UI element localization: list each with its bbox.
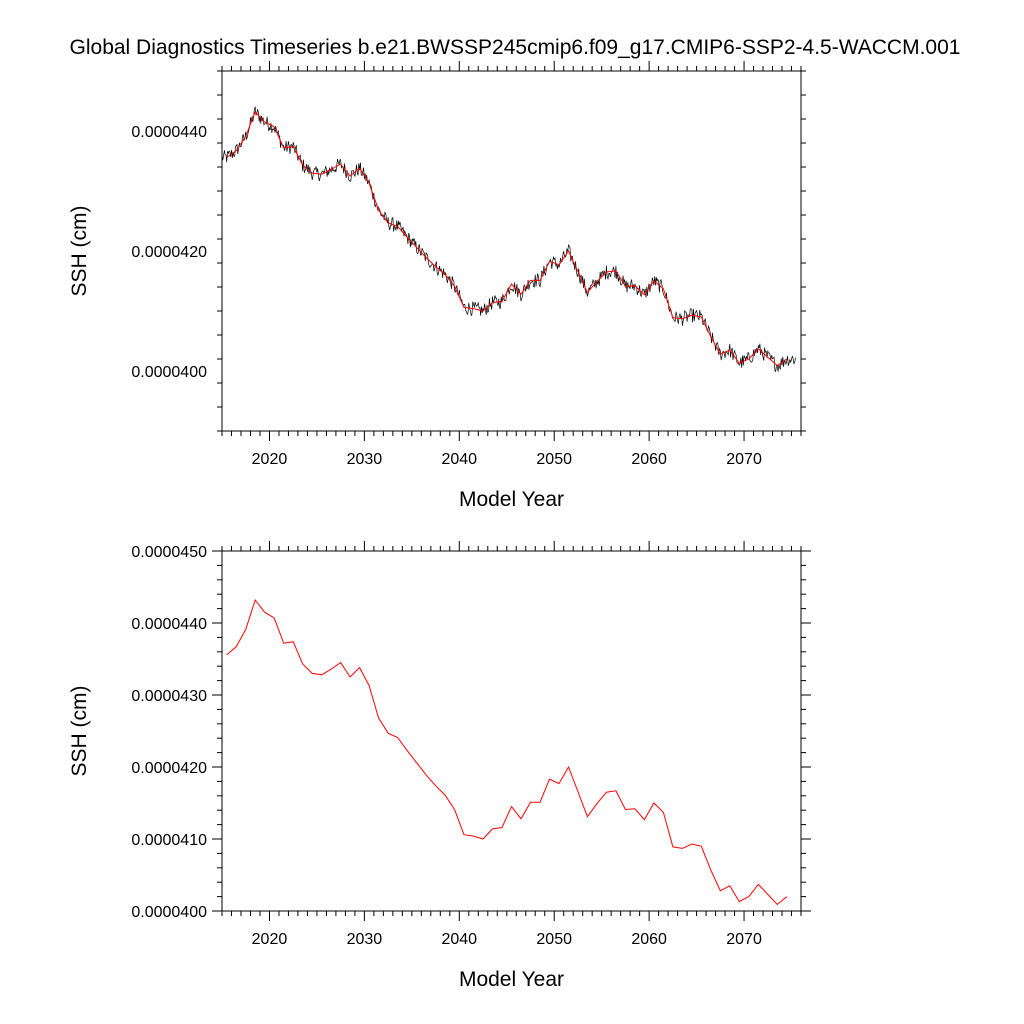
annual-series-line	[226, 598, 788, 906]
y-tick-label: 0.0000450	[131, 544, 207, 561]
plot-frame	[221, 70, 802, 432]
x-tick-label: 2050	[536, 931, 572, 948]
y-axis-label: SSH (cm)	[68, 686, 91, 777]
x-tick-label: 2040	[441, 931, 477, 948]
plot-frame	[221, 550, 802, 912]
x-tick-label: 2030	[347, 451, 383, 468]
x-tick-label: 2070	[726, 931, 762, 948]
monthly-series-line	[221, 106, 796, 373]
y-tick-label: 0.0000430	[131, 688, 207, 705]
x-tick-label: 2020	[252, 451, 288, 468]
x-axis-label: Model Year	[459, 968, 564, 991]
y-axis-label: SSH (cm)	[68, 206, 91, 297]
y-tick-label: 0.0000400	[131, 904, 207, 921]
x-tick-label: 2040	[441, 451, 477, 468]
y-tick-label: 0.0000420	[131, 760, 207, 777]
y-tick-label: 0.0000440	[131, 616, 207, 633]
bottom-panel: 2020 2030 2040 2050 2060 2070 0.0000400 0.00004…	[68, 541, 811, 991]
y-tick-label: 0.0000420	[131, 244, 207, 261]
x-tick-label: 2020	[252, 931, 288, 948]
x-tick-label: 2060	[631, 931, 667, 948]
x-tick-label: 2060	[631, 451, 667, 468]
top-panel: 2020 2030 2040 2050 2060 2070 0.0000400 0.00004…	[68, 61, 806, 511]
chart-title: Global Diagnostics Timeseries b.e21.BWSS…	[70, 36, 961, 59]
x-tick-label: 2070	[726, 451, 762, 468]
y-tick-label: 0.0000410	[131, 832, 207, 849]
y-tick-label: 0.0000440	[131, 124, 207, 141]
x-tick-label: 2030	[347, 931, 383, 948]
annual-series-line	[226, 110, 788, 367]
x-axis-label: Model Year	[459, 488, 564, 511]
y-tick-label: 0.0000400	[131, 364, 207, 381]
x-tick-label: 2050	[536, 451, 572, 468]
